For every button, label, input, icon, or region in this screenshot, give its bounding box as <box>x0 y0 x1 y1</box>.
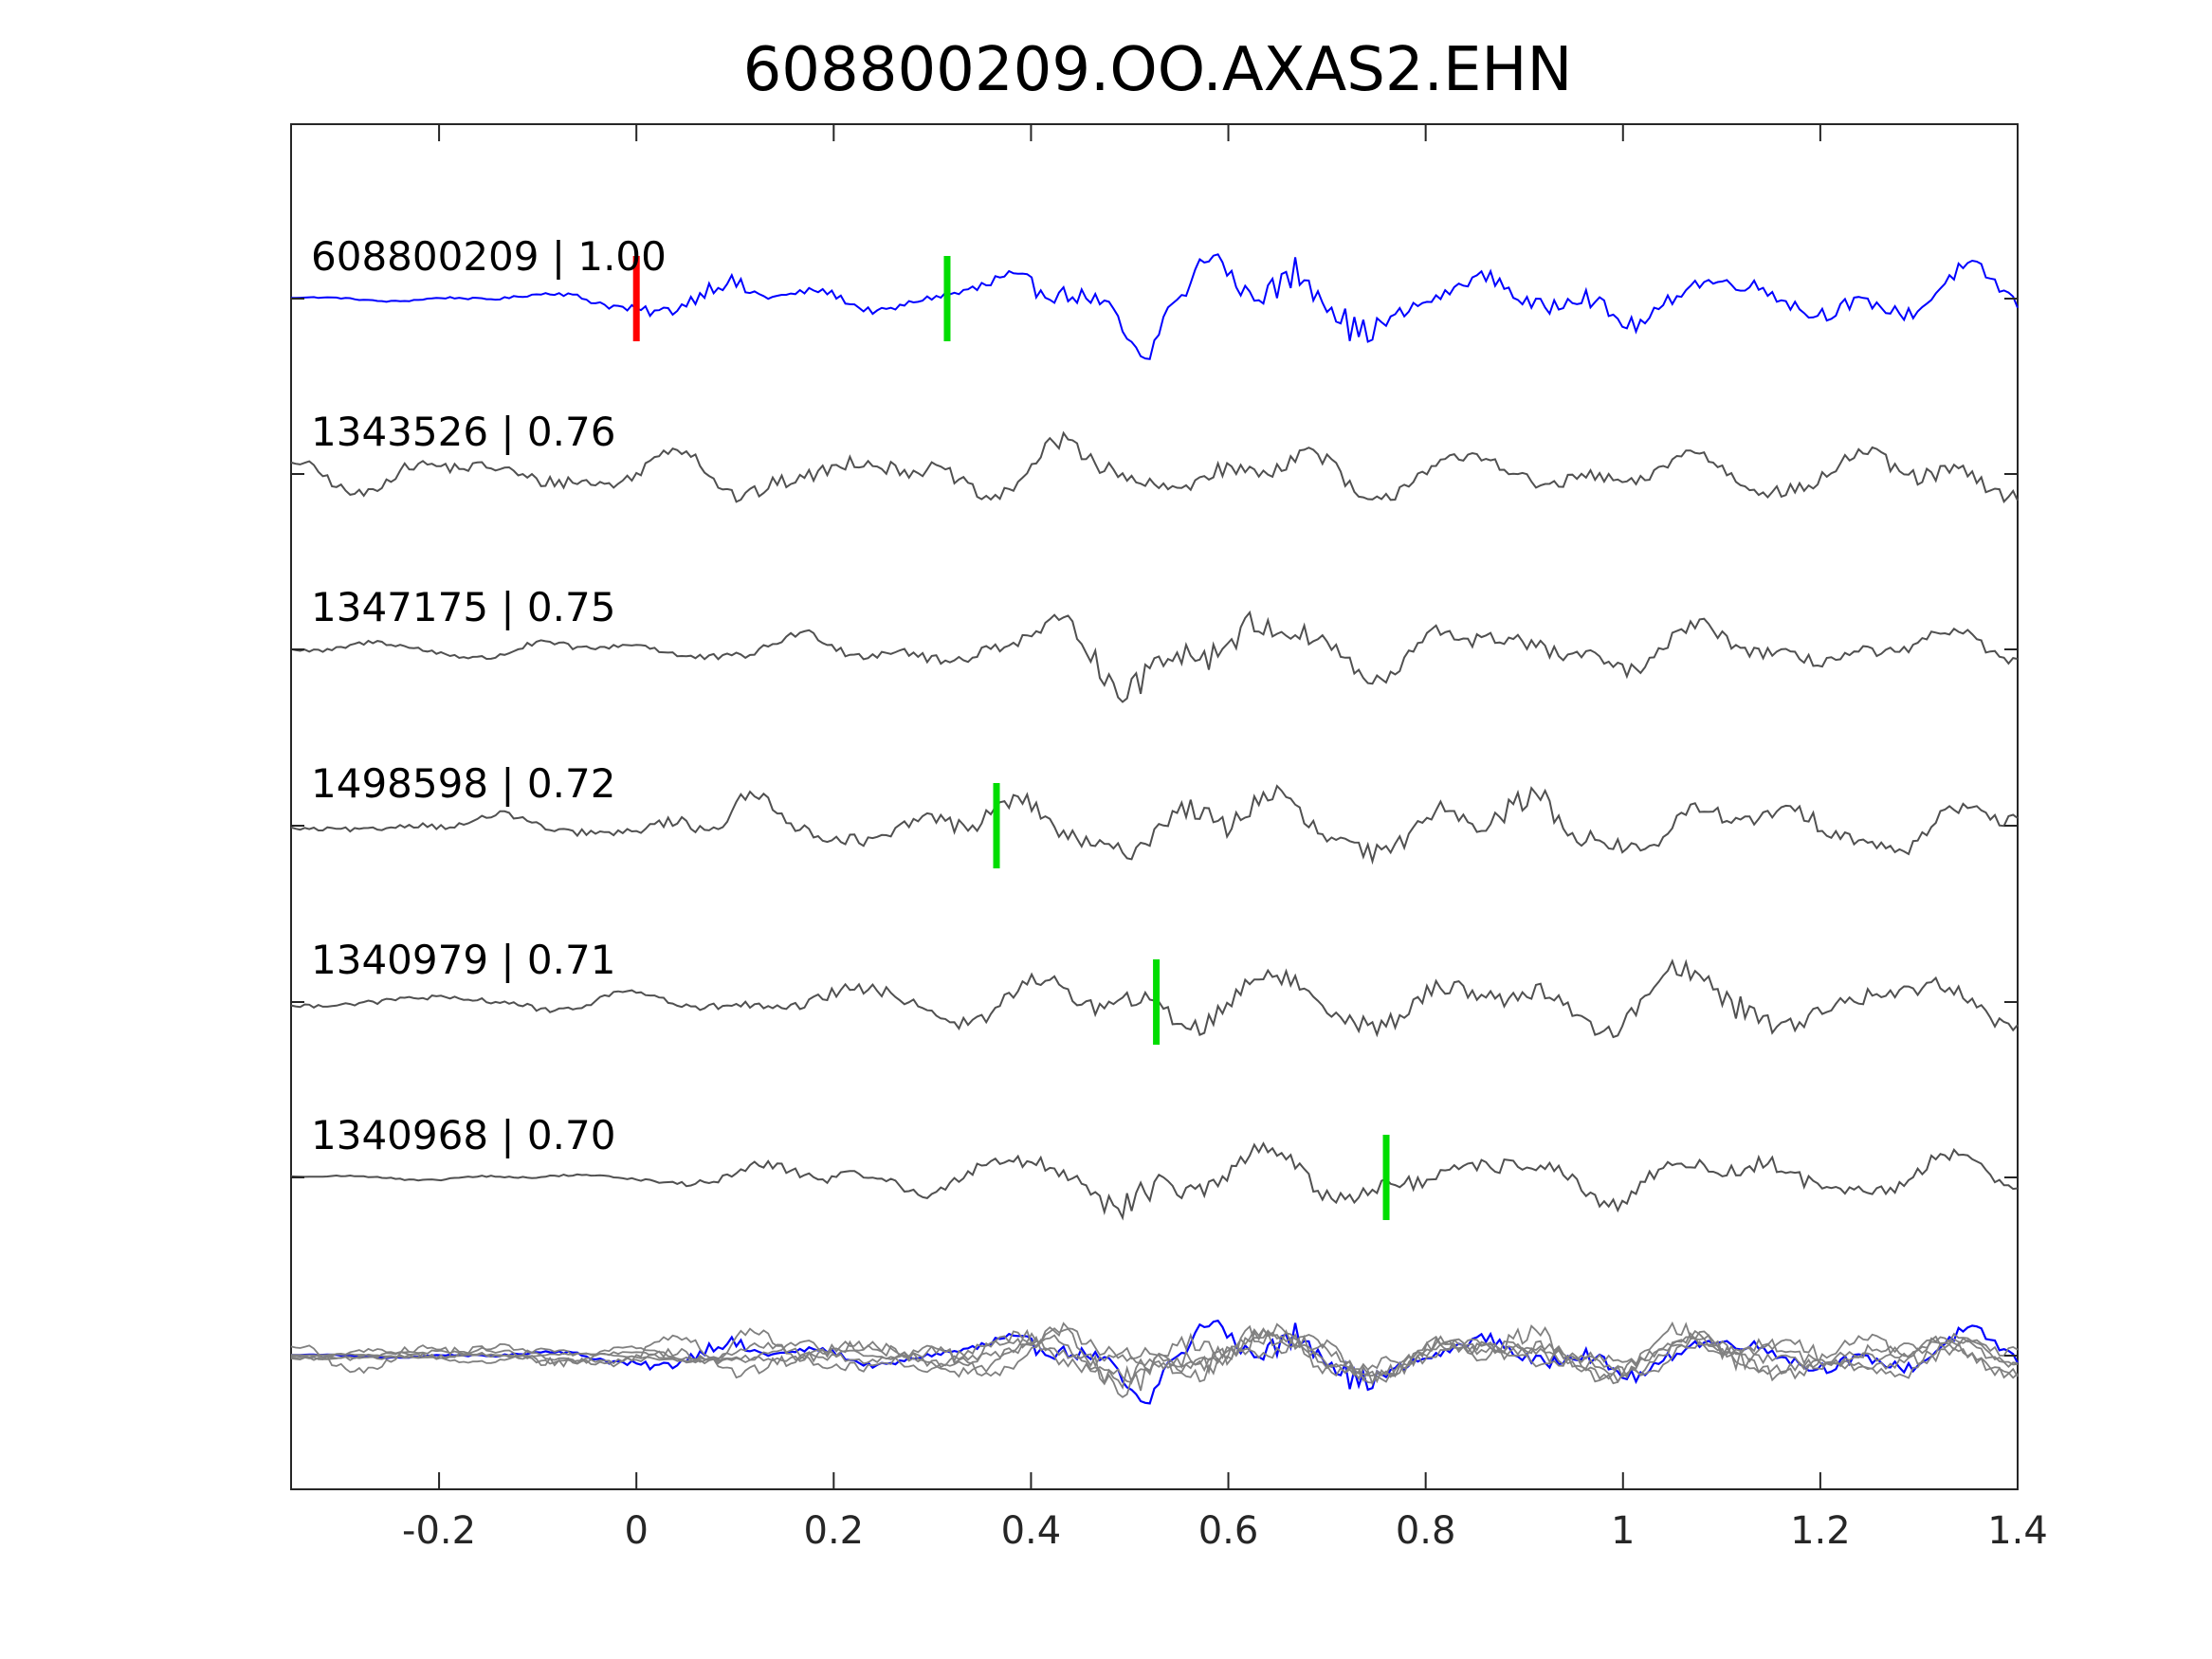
trace-line-5 <box>290 1141 2019 1221</box>
x-tick-label-1: 0 <box>624 1509 648 1553</box>
x-tick-label-4: 0.6 <box>1198 1509 1259 1553</box>
overlay-group <box>290 1319 2019 1405</box>
x-tick-label-0: -0.2 <box>402 1509 476 1553</box>
trace-group <box>290 253 2019 1221</box>
overlay-line-4 <box>290 1321 2019 1385</box>
pick-group <box>632 256 1390 1220</box>
trace-line-2 <box>290 610 2019 703</box>
trace-label-0: 608800209 | 1.00 <box>311 233 667 280</box>
trace-line-3 <box>290 784 2019 866</box>
trace-line-0 <box>291 253 2019 360</box>
x-tick-label-7: 1.2 <box>1790 1509 1851 1553</box>
x-tick-label-3: 0.4 <box>1001 1509 1062 1553</box>
x-tick-label-5: 0.8 <box>1396 1509 1456 1553</box>
trace-label-3: 1498598 | 0.72 <box>311 760 615 807</box>
trace-label-group: 608800209 | 1.00 1343526 | 0.76 1347175 | … <box>311 233 667 1158</box>
trace-line-1 <box>290 430 2019 503</box>
trace-label-2: 1347175 | 0.75 <box>311 584 615 630</box>
x-tick-label-8: 1.4 <box>1987 1509 2048 1553</box>
trace-label-5: 1340968 | 0.70 <box>311 1112 615 1158</box>
plot-frame <box>290 123 2019 1490</box>
trace-label-4: 1340979 | 0.71 <box>311 937 615 983</box>
x-axis: -0.2 0 0.2 0.4 0.6 0.8 1 1.2 1.4 <box>402 124 2048 1553</box>
x-tick-label-6: 1 <box>1611 1509 1635 1553</box>
trace-label-1: 1343526 | 0.76 <box>311 409 615 455</box>
x-tick-label-2: 0.2 <box>804 1509 865 1553</box>
overlay-line-5 <box>290 1327 2019 1390</box>
chart-title: 608800209.OO.AXAS2.EHN <box>743 35 1573 105</box>
